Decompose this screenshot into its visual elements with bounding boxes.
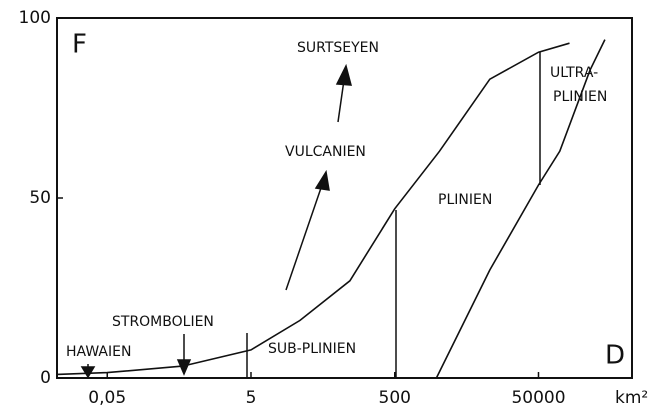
arrow [285,184,323,291]
arrow [337,79,345,123]
annotation: HAWAIEN [66,344,131,360]
x-tick-label: 500 [379,388,411,408]
x-tick-label: 50000 [511,388,565,408]
annotation: SUB-PLINIEN [268,341,356,357]
annotation: STROMBOLIEN [112,314,214,330]
line [435,39,606,379]
arrow-head [335,63,352,86]
x-tick-label: 0,05 [88,388,126,408]
y-tick-label: 50 [29,188,51,208]
arrow-head [80,366,96,379]
y-tick-label: 0 [40,368,51,388]
x-unit: km² [615,388,648,408]
annotation: ULTRA- [550,65,598,81]
arrows [80,52,541,379]
annotation: PLINIEN [438,192,492,208]
y-tick-label: 100 [19,8,51,28]
annotation: SURTSEYEN [297,40,379,56]
arrow-head [314,169,330,191]
x-axis-label: D [605,341,625,371]
annotation: VULCANIEN [285,144,366,160]
line [56,42,570,376]
x-tick-label: 5 [246,388,257,408]
y-axis-label: F [72,30,87,60]
